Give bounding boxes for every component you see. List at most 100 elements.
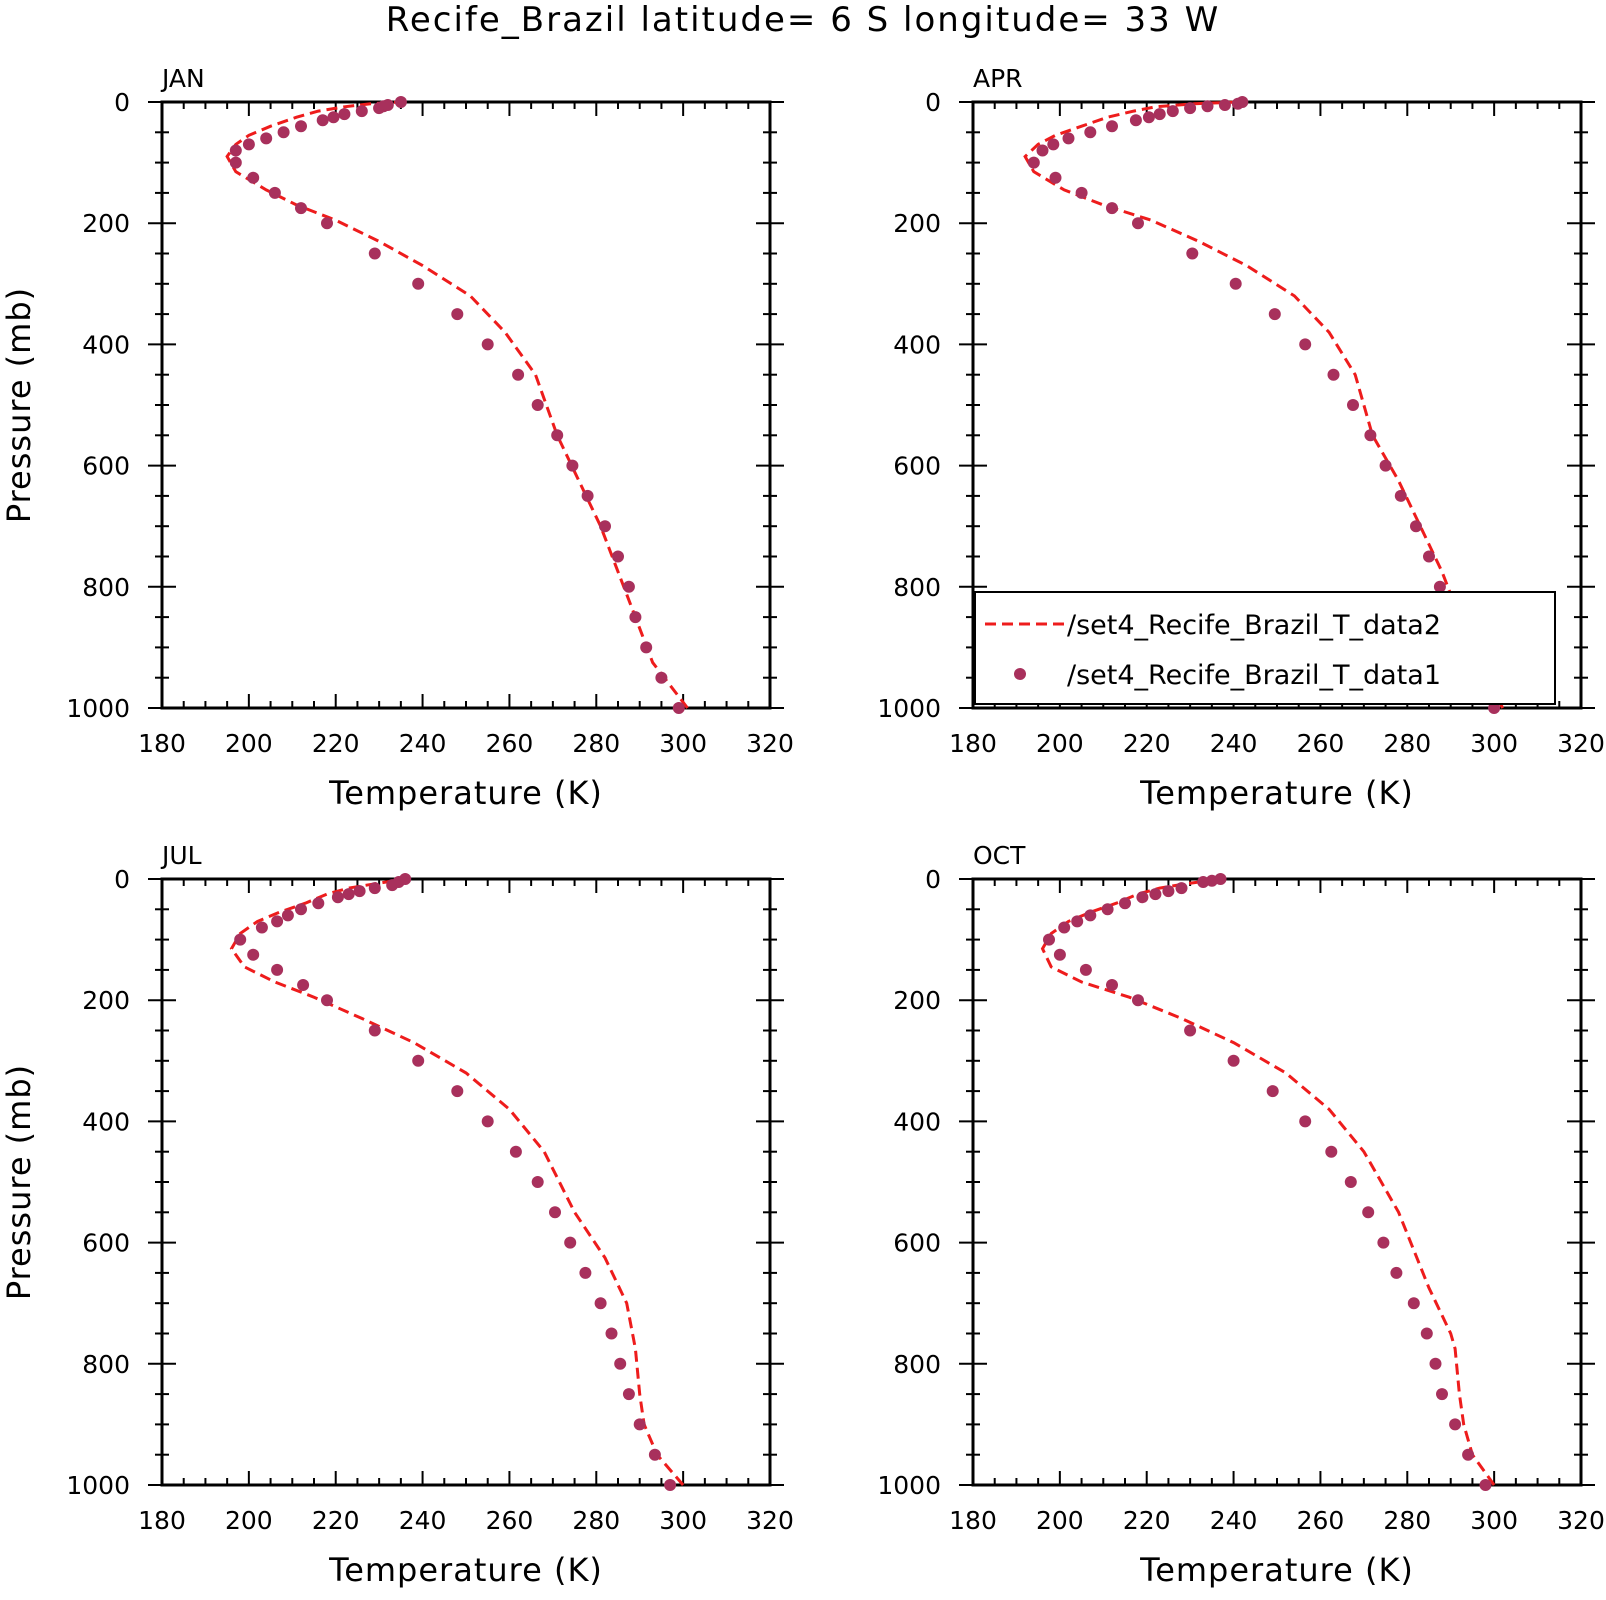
y-tick-label: 0	[925, 88, 941, 117]
y-tick-label: 1000	[877, 1471, 941, 1500]
legend-box	[974, 591, 1556, 705]
y-tick-label: 0	[114, 865, 130, 894]
y-tick-label: 0	[114, 88, 130, 117]
data-point-data1	[1132, 994, 1144, 1007]
data-point-data1	[564, 1236, 577, 1249]
data-point-data1	[1084, 126, 1097, 139]
data-point-data1	[1162, 885, 1175, 898]
data-point-data1	[566, 459, 579, 472]
data-point-data1	[338, 108, 351, 121]
data-point-data1	[664, 1479, 677, 1491]
data-point-data1	[281, 909, 294, 922]
data-point-data1	[531, 1176, 544, 1188]
data-point-data1	[1227, 1054, 1240, 1067]
x-tick-label: 280	[572, 1506, 620, 1535]
x-tick-label: 300	[1470, 1506, 1518, 1535]
data-point-data1	[295, 903, 307, 916]
data-point-data1	[316, 114, 329, 127]
data-point-data1	[355, 105, 368, 118]
data-point-data1	[331, 891, 344, 904]
data-point-data1	[1106, 202, 1118, 215]
data-point-data1	[229, 156, 242, 169]
data-point-data1	[381, 99, 394, 111]
data-point-data1	[1407, 1297, 1420, 1310]
data-point-data1	[271, 963, 284, 976]
data-point-data1	[1058, 921, 1071, 934]
data-point-data1	[247, 948, 260, 961]
y-tick-label: 200	[82, 209, 130, 238]
x-tick-label: 220	[1123, 1506, 1171, 1535]
data-point-data1	[581, 489, 594, 502]
x-tick-label: 180	[138, 729, 186, 758]
data-point-data1	[1266, 1085, 1279, 1098]
x-tick-label: 300	[659, 729, 707, 758]
data-point-data1	[1236, 96, 1249, 108]
data-point-data1	[1423, 550, 1435, 563]
x-tick-label: 260	[486, 1506, 534, 1535]
data-point-data1	[549, 1206, 561, 1219]
data-point-data1	[1433, 580, 1446, 593]
data-point-data1	[295, 120, 307, 133]
y-tick-label: 400	[82, 330, 130, 359]
x-axis-title: Temperature (K)	[328, 1551, 603, 1589]
data-point-data1	[1153, 108, 1166, 121]
x-tick-label: 180	[949, 729, 997, 758]
data-point-data1	[260, 132, 273, 145]
data-point-data1	[1299, 338, 1312, 351]
y-tick-label: 800	[893, 573, 941, 602]
data-point-data1	[412, 277, 425, 290]
data-point-data1	[1129, 114, 1142, 127]
x-tick-label: 240	[399, 1506, 447, 1535]
x-tick-label: 280	[1383, 729, 1431, 758]
x-tick-label: 260	[1297, 729, 1345, 758]
data-point-data1	[1101, 903, 1114, 916]
data-point-data1	[247, 171, 260, 184]
x-tick-label: 240	[1210, 729, 1258, 758]
data-point-data1	[451, 1085, 464, 1098]
data-point-data1	[268, 186, 281, 199]
data-point-data1	[655, 671, 668, 684]
y-tick-label: 200	[893, 209, 941, 238]
data-point-data1	[1479, 1479, 1492, 1491]
data-point-data1	[229, 144, 242, 157]
panel-title: JUL	[160, 841, 202, 870]
x-axis-title: Temperature (K)	[1139, 1551, 1414, 1589]
data-point-data1	[1394, 489, 1407, 502]
data-point-data1	[481, 338, 494, 351]
data-point-data1	[1136, 891, 1149, 904]
data-point-data1	[368, 882, 381, 895]
panel-title: OCT	[973, 841, 1026, 870]
panel-jan: 180 200 220 240 260 280 300 320 0 200 400 600 800 100…	[0, 64, 794, 812]
y-tick-label: 800	[893, 1350, 941, 1379]
x-tick-label: 320	[1557, 729, 1605, 758]
data-point-data1	[614, 1357, 627, 1370]
legend-label-data2: /set4_Recife_Brazil_T_data2	[1067, 610, 1441, 641]
panel-oct: 180 200 220 240 260 280 300 320 0 200 400 600 800 100…	[877, 841, 1604, 1589]
data-point-data1	[481, 1115, 494, 1128]
data-point-data1	[234, 933, 247, 946]
data-point-data1	[295, 202, 307, 215]
x-tick-label: 200	[225, 1506, 273, 1535]
data-point-data1	[255, 921, 268, 934]
x-tick-label: 200	[1036, 1506, 1084, 1535]
data-point-data1	[342, 888, 355, 901]
data-point-data1	[1049, 171, 1062, 184]
y-tick-label: 1000	[66, 1471, 130, 1500]
data-point-data1	[1201, 100, 1214, 113]
data-point-data1	[1449, 1418, 1462, 1431]
data-point-data1	[1071, 915, 1084, 928]
data-point-data1	[1364, 429, 1377, 442]
data-point-data1	[1377, 1236, 1390, 1249]
data-point-data1	[1436, 1388, 1448, 1401]
x-tick-label: 280	[572, 729, 620, 758]
data-point-data1	[1084, 909, 1097, 922]
panel-title: APR	[973, 64, 1023, 93]
x-tick-label: 320	[746, 729, 794, 758]
data-point-data1	[1429, 1357, 1442, 1370]
data-point-data1	[297, 979, 310, 991]
data-point-data1	[1149, 888, 1162, 901]
x-tick-label: 220	[1123, 729, 1171, 758]
x-tick-label: 220	[312, 1506, 360, 1535]
x-tick-label: 300	[1470, 729, 1518, 758]
x-tick-label: 200	[225, 729, 273, 758]
